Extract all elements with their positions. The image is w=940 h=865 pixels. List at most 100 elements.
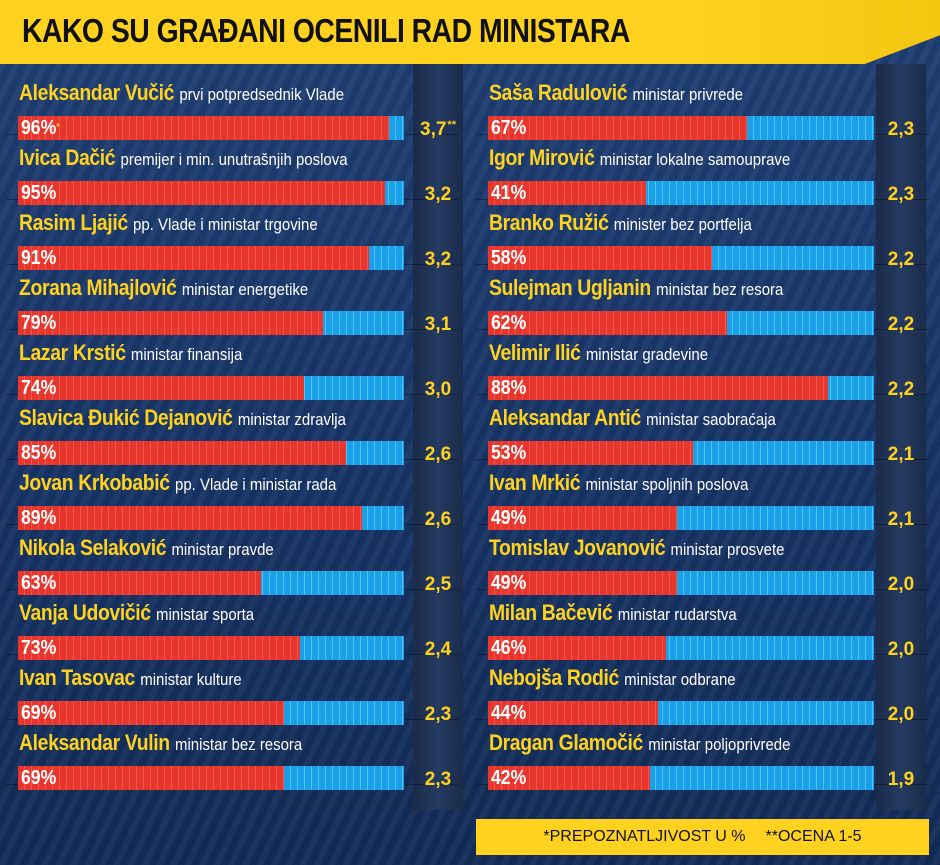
grade-value-text: 3,2 [424,249,452,270]
minister-role: pp. Vlade i ministar trgovine [133,215,318,234]
recognition-bar-track: 88% [488,376,874,400]
recognition-value-text: 53% [491,442,527,464]
minister-row: Ivan Tasovac ministar kulture 69% 2,3 [6,655,459,725]
recognition-value-label: 88% [491,377,526,399]
recognition-value-text: 89% [21,507,57,529]
recognition-value-label: 67% [491,117,526,139]
minister-heading: Aleksandar Antić ministar saobraćaja [489,405,776,431]
minister-row: Rasim Ljajić pp. Vlade i ministar trgovin… [6,200,459,270]
recognition-bar-track: 46% [488,636,874,660]
grade-label: 2,1 [879,509,923,531]
recognition-value-text: 42% [491,767,527,789]
minister-role: ministar sporta [156,605,255,624]
grade-value-text: 2,0 [887,639,915,660]
grade-label: 2,3 [416,704,460,726]
grade-label: 2,2 [879,314,923,336]
minister-name: Tomislav Jovanović [489,535,666,560]
minister-heading: Dragan Glamočić ministar poljoprivrede [489,730,790,756]
minister-heading: Tomislav Jovanović ministar prosvete [489,535,784,561]
title-banner-fill [0,0,940,64]
grade-label: 2,4 [416,639,460,661]
recognition-bar [488,181,647,205]
grade-label: 3,1 [416,314,460,336]
recognition-value-text: 69% [21,767,57,789]
minister-row: Velimir Ilić ministar gradevine 88% 2,2 [476,330,929,400]
recognition-value-label: 62% [491,312,526,334]
grade-value-text: 2,2 [887,379,915,400]
recognition-value-text: 63% [21,572,57,594]
grade-strip [876,64,926,810]
recognition-bar [488,246,712,270]
minister-role: ministar bez resora [175,735,303,754]
recognition-bar-track: 42% [488,766,874,790]
grade-value-text: 2,1 [887,444,915,465]
recognition-value-label: 69% [21,702,56,724]
grade-value-text: 2,0 [887,704,915,725]
recognition-bar [18,181,385,205]
recognition-bar-track: 69% [18,701,404,725]
minister-row: Aleksandar Vučić prvi potpredsednik Vlade… [6,70,459,140]
recognition-bar [488,636,666,660]
recognition-bar [488,701,658,725]
grade-label: 2,0 [879,704,923,726]
recognition-value-text: 67% [491,117,527,139]
grade-value-text: 2,1 [887,509,915,530]
recognition-bar [18,441,347,465]
grade-value-text: 2,6 [424,444,452,465]
recognition-bar [18,701,285,725]
minister-heading: Saša Radulović ministar privrede [489,80,743,106]
minister-heading: Igor Mirović ministar lokalne samouprave [489,145,790,171]
grade-label: 2,3 [879,184,923,206]
minister-row: Milan Bačević ministar rudarstva 46% 2,0 [476,590,929,660]
grade-label: 2,2 [879,249,923,271]
minister-column-right: Saša Radulović ministar privrede 67% 2,3 Igo… [476,64,929,810]
recognition-bar-track: 63% [18,571,404,595]
recognition-value-text: 44% [491,702,527,724]
recognition-value-label: 42% [491,767,526,789]
minister-heading: Aleksandar Vučić prvi potpredsednik Vlade [19,80,344,106]
recognition-value-text: 73% [21,637,57,659]
recognition-bar [18,766,285,790]
recognition-bar [18,506,362,530]
recognition-bar-track: 89% [18,506,404,530]
grade-value-text: 2,3 [887,119,915,140]
grade-value-text: 2,3 [424,769,452,790]
minister-name: Milan Bačević [489,600,613,625]
recognition-value-text: 96% [21,117,57,139]
minister-name: Branko Ružić [489,210,609,235]
minister-heading: Nikola Selaković ministar pravde [19,535,274,561]
recognition-bar-track: 91% [18,246,404,270]
recognition-value-label: 73% [21,637,56,659]
minister-role: ministar privrede [632,85,744,104]
grade-value-text: 2,3 [424,704,452,725]
minister-row: Sulejman Ugljanin ministar bez resora 62% 2… [476,265,929,335]
grade-value-text: 2,2 [887,249,915,270]
chart-title: KAKO SU GRAĐANI OCENILI RAD MINISTARA [22,12,630,49]
recognition-value-label: 46% [491,637,526,659]
minister-name: Slavica Đukić Dejanović [19,405,233,430]
grade-value-text: 2,3 [887,184,915,205]
minister-role: prvi potpredsednik Vlade [179,85,345,104]
minister-role: ministar pravde [171,540,274,559]
recognition-value-label: 96%* [21,117,60,139]
recognition-value-label: 69% [21,767,56,789]
recognition-value-label: 91% [21,247,56,269]
minister-role: ministar zdravlja [237,410,346,429]
minister-heading: Lazar Krstić ministar finansija [19,340,242,366]
grade-label: 3,2 [416,249,460,271]
recognition-value-label: 49% [491,507,526,529]
minister-heading: Aleksandar Vulin ministar bez resora [19,730,302,756]
minister-name: Igor Mirović [489,145,595,170]
minister-name: Aleksandar Antić [489,405,641,430]
minister-row: Saša Radulović ministar privrede 67% 2,3 [476,70,929,140]
minister-row: Ivan Mrkić ministar spoljnih poslova 49% 2,… [476,460,929,530]
recognition-value-label: 58% [491,247,526,269]
minister-heading: Nebojša Rodić ministar odbrane [489,665,736,691]
minister-column-left: Aleksandar Vučić prvi potpredsednik Vlade… [6,64,463,810]
minister-role: ministar odbrane [624,670,736,689]
grade-label: 2,0 [879,574,923,596]
minister-role: ministar rudarstva [617,605,737,624]
recognition-value-text: 88% [491,377,527,399]
grade-label: 2,3 [879,119,923,141]
minister-role: ministar kulture [140,670,242,689]
